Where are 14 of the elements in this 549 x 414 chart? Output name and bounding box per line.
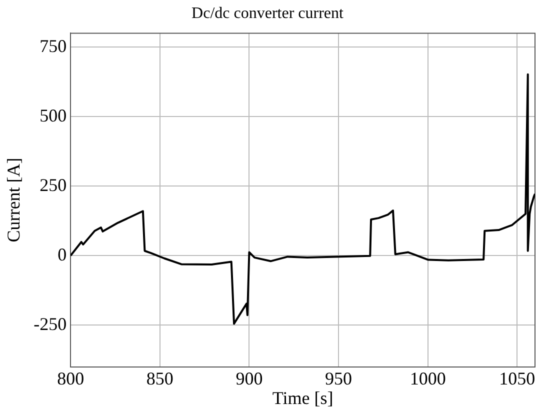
x-tick-label: 1000 — [410, 368, 446, 388]
x-tick-label: 950 — [325, 368, 352, 388]
x-tick-label: 1050 — [499, 368, 536, 388]
y-tick-label: 750 — [40, 36, 67, 56]
chart-title: Dc/dc converter current — [192, 4, 344, 22]
x-axis-title: Time [s] — [272, 388, 334, 408]
y-tick-label: -250 — [34, 314, 67, 334]
x-tick-label: 900 — [236, 368, 263, 388]
x-tick-label: 800 — [57, 368, 84, 388]
y-axis-title: Current [A] — [4, 158, 24, 242]
y-tick-label: 0 — [58, 244, 67, 264]
y-tick-label: 500 — [40, 105, 67, 126]
y-tick-label: 250 — [40, 174, 67, 195]
x-tick-label: 850 — [146, 368, 174, 388]
